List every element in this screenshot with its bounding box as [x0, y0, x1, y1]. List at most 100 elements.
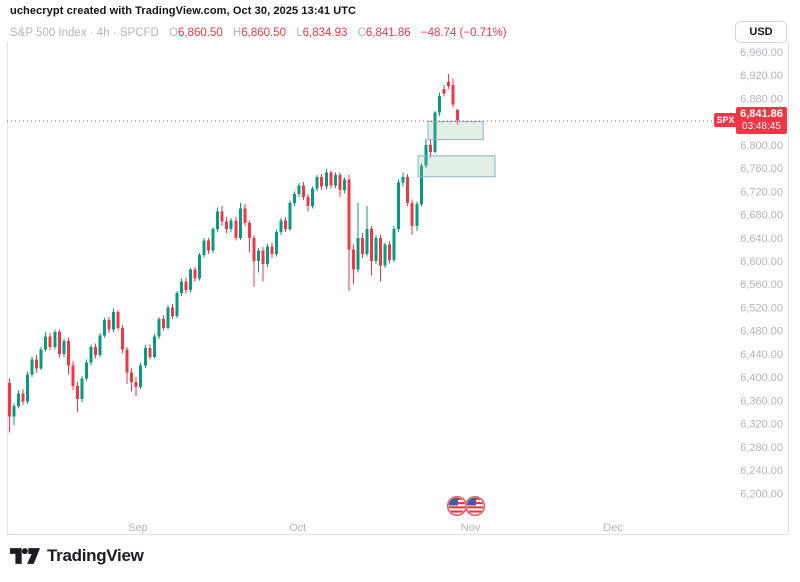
time-axis-label: Oct — [289, 522, 306, 534]
symbol-tag-label: SPX — [716, 115, 735, 126]
price-tick-label: 6,600.00 — [740, 256, 783, 268]
candle-body — [21, 393, 25, 402]
price-tick-label: 6,520.00 — [740, 302, 783, 314]
candle-body — [184, 281, 188, 291]
candle-body — [388, 244, 392, 260]
price-scale[interactable]: 6,960.00 6,920.00 6,880.00 6,800.00 6,760.00… — [740, 47, 783, 500]
holiday-markers[interactable] — [446, 495, 486, 517]
close-value: 6,841.86 — [365, 27, 411, 39]
candle-body — [157, 319, 161, 337]
currency-button-label: USD — [749, 26, 773, 38]
price-tick-label: 6,760.00 — [740, 163, 783, 175]
change-value: −48.74 (−0.71%) — [420, 27, 507, 39]
price-tick-label: 6,880.00 — [740, 93, 783, 105]
candle-body — [26, 374, 30, 402]
candle-body — [193, 269, 197, 279]
candle-body — [103, 320, 107, 336]
last-price-axis-label: 6,841.86 03:48:45 — [736, 106, 787, 134]
candle-body — [415, 204, 419, 227]
candle-body — [238, 208, 242, 238]
candle-body — [347, 179, 351, 250]
candle-body — [247, 223, 251, 238]
candle-body — [116, 312, 120, 328]
candle-body — [17, 393, 21, 407]
candle-body — [383, 244, 387, 266]
candle-body — [198, 255, 202, 279]
candle-body — [189, 269, 192, 291]
tradingview-logo-icon — [10, 548, 40, 564]
last-price-value: 6,841.86 — [740, 107, 783, 120]
time-scale[interactable]: Sep Oct Nov Dec — [128, 522, 623, 534]
candle-body — [333, 175, 337, 186]
tradingview-logo-text: TradingView — [47, 546, 144, 565]
tradingview-logo[interactable]: TradingView — [10, 546, 144, 566]
candle-body — [98, 335, 102, 356]
price-tick-label: 6,240.00 — [740, 465, 783, 477]
candle-body — [148, 348, 152, 357]
time-axis-label: Dec — [603, 522, 623, 534]
candle-body — [428, 144, 432, 152]
candle-body — [71, 365, 75, 386]
candle-body — [175, 292, 179, 317]
candle-body — [62, 341, 66, 354]
open-value: 6,860.50 — [177, 27, 223, 39]
candle-body — [48, 336, 52, 347]
symbol-title[interactable]: S&P 500 Index — [10, 27, 87, 39]
candle-body — [243, 208, 247, 224]
zone-rectangle[interactable] — [427, 121, 484, 141]
price-tick-label: 6,280.00 — [740, 442, 783, 454]
candle-body — [130, 372, 134, 382]
candle-body — [342, 179, 346, 191]
candle-body — [139, 365, 143, 388]
candle-body — [356, 237, 360, 270]
candle-body — [8, 382, 11, 417]
candle-body — [374, 237, 378, 261]
candle-body — [161, 319, 165, 328]
price-tick-label: 6,200.00 — [740, 488, 783, 500]
candle-body — [152, 336, 156, 357]
candle-body — [229, 220, 233, 230]
candles-layer — [8, 73, 459, 433]
candle-body — [297, 185, 301, 195]
candle-body — [265, 246, 269, 264]
price-tick-label: 6,920.00 — [740, 70, 783, 82]
candle-body — [446, 82, 450, 87]
price-tick-label: 6,960.00 — [740, 47, 783, 59]
candle-body — [35, 359, 39, 369]
candle-body — [397, 182, 401, 230]
zone-rectangle[interactable] — [417, 155, 496, 178]
candle-body — [112, 312, 116, 330]
open-letter: O — [169, 27, 178, 39]
candle-body — [274, 231, 278, 255]
drawing-zones[interactable] — [417, 121, 496, 178]
candle-body — [216, 211, 220, 230]
candle-body — [121, 327, 125, 350]
high-value: 6,860.50 — [241, 27, 286, 39]
close-letter: C — [357, 27, 366, 39]
candle-body — [329, 172, 333, 186]
candle-body — [293, 194, 297, 203]
candle-body — [351, 249, 355, 270]
candle-body — [39, 349, 43, 369]
candle-body — [80, 378, 84, 400]
candle-body — [451, 84, 455, 105]
candle-body — [89, 346, 93, 363]
candle-body — [302, 185, 306, 198]
pane-borders — [7, 42, 789, 535]
candle-body — [270, 246, 274, 255]
price-tick-label: 6,800.00 — [740, 140, 783, 152]
interval-label[interactable]: 4h — [96, 27, 110, 39]
candle-body — [320, 176, 324, 187]
candle-body — [437, 96, 441, 113]
price-tick-label: 6,480.00 — [740, 326, 783, 338]
high-letter: H — [232, 27, 242, 39]
currency-button[interactable]: USD — [735, 21, 787, 43]
price-tick-label: 6,560.00 — [740, 279, 783, 291]
candle-body — [315, 176, 319, 189]
candle-body — [365, 229, 369, 255]
price-tick-label: 6,680.00 — [740, 210, 783, 222]
candle-body — [143, 348, 147, 366]
candle-body — [207, 240, 211, 251]
